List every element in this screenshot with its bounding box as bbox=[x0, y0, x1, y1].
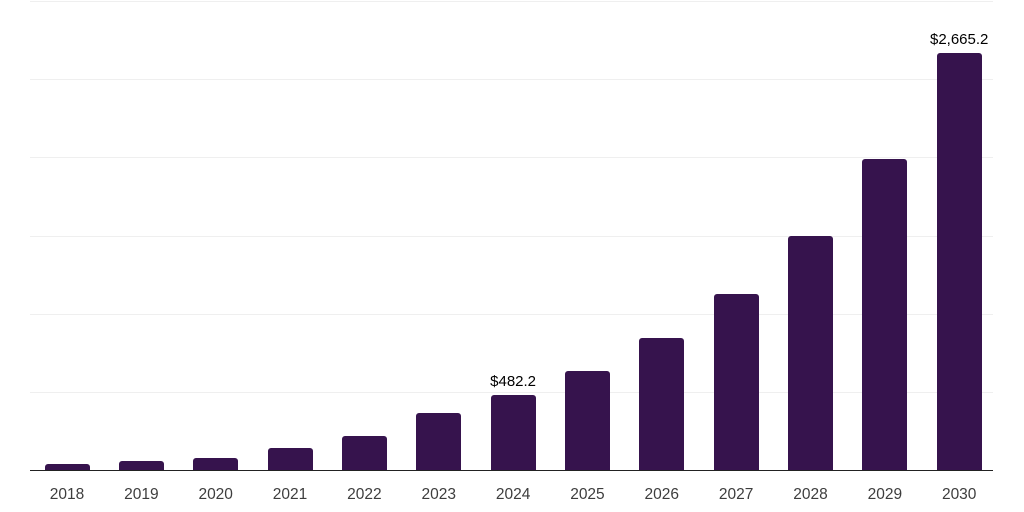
bar-2028 bbox=[788, 235, 833, 470]
y-gridline-2500 bbox=[30, 79, 993, 81]
bar-2020 bbox=[193, 457, 239, 470]
bar-2027 bbox=[713, 294, 759, 470]
x-tick-label-2023: 2023 bbox=[421, 486, 456, 503]
bar-2018 bbox=[44, 464, 90, 470]
bar-2030 bbox=[936, 53, 982, 470]
value-label-2024: $482.2 bbox=[490, 372, 537, 390]
y-gridline-2000 bbox=[30, 157, 993, 159]
value-label-2030: $2,665.2 bbox=[929, 31, 989, 49]
bar-2024 bbox=[490, 394, 536, 470]
bar-2029 bbox=[862, 159, 908, 470]
x-tick-label-2019: 2019 bbox=[124, 486, 159, 503]
y-gridline-1000 bbox=[30, 313, 993, 315]
y-gridline-3000 bbox=[30, 1, 993, 2]
x-tick-label-2029: 2029 bbox=[867, 486, 903, 503]
x-tick-label-2020: 2020 bbox=[198, 486, 233, 503]
bar-2026 bbox=[639, 338, 685, 470]
x-tick-label-2025: 2025 bbox=[570, 486, 605, 503]
bar-2021 bbox=[267, 448, 313, 470]
x-axis-line bbox=[30, 469, 993, 471]
y-gridline-500 bbox=[30, 391, 993, 393]
bar-2023 bbox=[416, 412, 462, 470]
bar-2019 bbox=[118, 460, 164, 470]
x-tick-label-2028: 2028 bbox=[793, 486, 828, 503]
x-tick-label-2026: 2026 bbox=[644, 486, 680, 503]
x-tick-label-2018: 2018 bbox=[49, 486, 85, 503]
x-tick-label-2024: 2024 bbox=[495, 486, 531, 503]
bar-2022 bbox=[341, 436, 387, 470]
y-gridline-1500 bbox=[30, 235, 993, 237]
x-tick-label-2022: 2022 bbox=[347, 486, 382, 503]
x-tick-label-2030: 2030 bbox=[941, 486, 977, 503]
x-tick-label-2021: 2021 bbox=[272, 486, 308, 503]
x-tick-label-2027: 2027 bbox=[718, 486, 754, 503]
bar-2025 bbox=[564, 371, 610, 470]
